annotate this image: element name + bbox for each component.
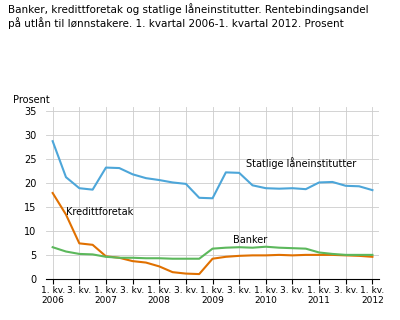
Text: Prosent: Prosent <box>13 95 50 105</box>
Text: Banker, kredittforetak og statlige låneinstitutter. Rentebindingsandel
på utlån : Banker, kredittforetak og statlige lånei… <box>8 3 369 29</box>
Text: Banker: Banker <box>232 236 267 245</box>
Text: Statlige låneinstitutter: Statlige låneinstitutter <box>246 157 356 169</box>
Text: Kredittforetak: Kredittforetak <box>66 207 133 217</box>
